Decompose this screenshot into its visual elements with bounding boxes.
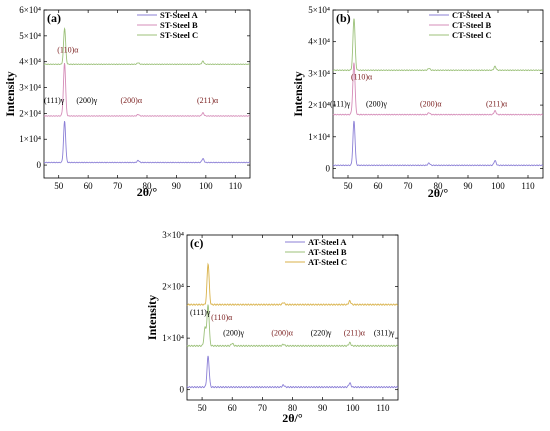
series-line-1: [332, 120, 544, 167]
x-axis-label: 2θ/°: [137, 185, 158, 199]
peak-annotation: (200)α: [420, 100, 442, 109]
y-tick-label: 2×10⁴: [308, 100, 330, 110]
x-tick-label: 100: [346, 403, 360, 413]
y-tick-label: 1×10⁴: [308, 132, 330, 142]
x-tick-label: 90: [318, 403, 328, 413]
y-tick-label: 3×10⁴: [162, 230, 184, 240]
panel-b: 50 60 70 80 90 100 110 0 1×10⁴ 2×10⁴ 3×10⁴ 4×10⁴ 5×1…: [291, 5, 544, 200]
peak-annotation: (200)α: [121, 96, 143, 105]
x-tick-label: 60: [84, 181, 94, 191]
x-axis-label: 2θ/°: [282, 411, 303, 425]
legend-label: CT-Steel B: [452, 20, 491, 30]
y-tick-label: 0: [180, 385, 185, 395]
y-tick-label: 0: [37, 160, 42, 170]
x-tick-label: 80: [288, 403, 298, 413]
panel-a: 50 60 70 80 90 100 110 0 1×10⁴ 2×10⁴ 3×10⁴ 4×10⁴ 5×1…: [3, 5, 251, 199]
legend-label: AT-Steel A: [308, 237, 347, 247]
y-tick-label: 0: [326, 163, 331, 173]
series-line-3: [332, 18, 544, 72]
series-line-2: [186, 304, 399, 348]
x-tick-label: 90: [464, 181, 474, 191]
peak-annotation: (211)α: [197, 96, 219, 105]
y-tick-label: 2×10⁴: [19, 108, 41, 118]
x-tick-label: 70: [113, 181, 123, 191]
peak-annotation: (200)α: [271, 329, 293, 338]
y-tick-label: 3×10⁴: [19, 83, 41, 93]
y-axis-label: Intensity: [145, 295, 159, 340]
panel-c: 50 60 70 80 90 100 110 0 1×10⁴ 2×10⁴ 3×10⁴ 2θ/° Inte…: [145, 230, 399, 425]
series-line-3: [43, 27, 251, 66]
series-line-2: [332, 62, 544, 116]
x-tick-label: 110: [521, 181, 535, 191]
y-tick-label: 2×10⁴: [162, 282, 184, 292]
legend-label: ST-Steel B: [160, 20, 198, 30]
peak-annotation: (211)α: [486, 100, 508, 109]
peak-annotation: (200)γ: [223, 329, 244, 338]
x-tick-label: 80: [143, 181, 153, 191]
x-tick-label: 50: [54, 181, 64, 191]
series-line-1: [43, 121, 251, 164]
peak-annotation: (220)γ: [311, 329, 332, 338]
x-tick-label: 90: [172, 181, 182, 191]
peak-annotation: (110)α: [351, 73, 373, 82]
y-tick-label: 4×10⁴: [308, 37, 330, 47]
peak-annotation: (110)α: [211, 313, 233, 322]
y-tick-label: 4×10⁴: [19, 57, 41, 67]
x-tick-label: 110: [229, 181, 243, 191]
panel-label: (a): [47, 11, 61, 25]
peak-annotation: (200)γ: [366, 100, 387, 109]
x-tick-label: 100: [491, 181, 505, 191]
series-line-2: [43, 62, 251, 117]
x-tick-label: 110: [376, 403, 390, 413]
x-tick-label: 50: [198, 403, 208, 413]
y-tick-label: 5×10⁴: [308, 5, 330, 15]
y-tick-label: 1×10⁴: [162, 333, 184, 343]
legend-label: AT-Steel B: [308, 247, 347, 257]
peak-annotation: (200)γ: [76, 96, 97, 105]
peak-annotation: (110)α: [57, 46, 79, 55]
x-tick-label: 80: [434, 181, 444, 191]
x-axis-label: 2θ/°: [428, 186, 449, 200]
y-tick-label: 1×10⁴: [19, 134, 41, 144]
legend-label: CT-Steel A: [452, 10, 492, 20]
y-tick-label: 3×10⁴: [308, 68, 330, 78]
legend-label: ST-Steel C: [160, 30, 198, 40]
y-axis-label: Intensity: [3, 71, 17, 116]
x-tick-label: 50: [344, 181, 354, 191]
x-tick-label: 100: [199, 181, 213, 191]
panel-label: (c): [190, 236, 203, 250]
x-tick-label: 60: [228, 403, 238, 413]
peak-annotation: (111)γ: [190, 308, 211, 317]
legend-label: AT-Steel C: [308, 257, 347, 267]
peak-annotation: (111)γ: [330, 100, 351, 109]
peak-annotation: (111)γ: [44, 96, 65, 105]
panel-label: (b): [336, 11, 351, 25]
peak-annotation: (311)γ: [374, 329, 395, 338]
legend-label: ST-Steel A: [160, 10, 199, 20]
y-tick-label: 5×10⁴: [19, 31, 41, 41]
y-tick-label: 6×10⁴: [19, 5, 41, 15]
x-tick-label: 60: [374, 181, 384, 191]
x-tick-label: 70: [258, 403, 268, 413]
series-line-1: [186, 355, 399, 389]
x-tick-label: 70: [404, 181, 414, 191]
y-axis-label: Intensity: [291, 71, 305, 116]
legend-label: CT-Steel C: [452, 30, 492, 40]
series-line-3: [186, 262, 399, 306]
peak-annotation: (211)α: [344, 329, 366, 338]
